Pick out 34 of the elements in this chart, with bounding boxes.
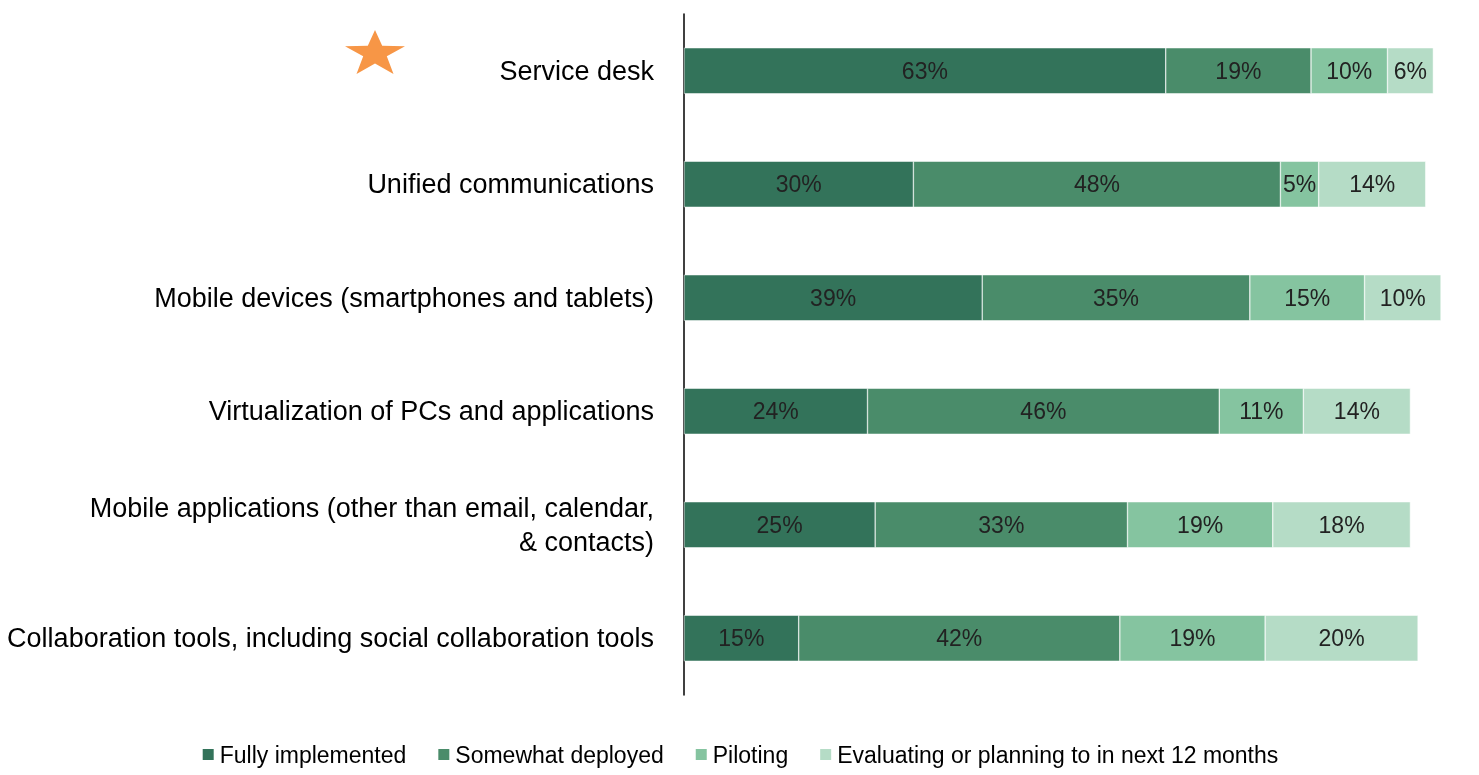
y-tick-label: Mobile devices (smartphones and tablets) [154,282,654,313]
data-label: 14% [1349,171,1396,198]
y-tick-label: Collaboration tools, including social collaboration tools [7,623,654,654]
data-label: 11% [1239,398,1284,425]
data-label: 39% [810,284,857,311]
y-tick-label: Virtualization of PCs and applications [208,396,654,427]
data-label: 63% [901,57,948,84]
data-label: 19% [1215,57,1262,84]
data-label: 15% [718,625,765,652]
data-label: 42% [936,625,983,652]
data-label: 25% [756,511,803,538]
data-label: 10% [1326,57,1373,84]
data-label: 5% [1282,171,1317,198]
legend-label: Somewhat deployed [455,741,664,768]
y-tick-label: Mobile applications (other than email, calendar, & contacts) [89,492,654,557]
legend-label: Evaluating or planning to in next 12 months [837,741,1279,768]
data-label: 6% [1393,57,1428,84]
y-tick-label: Unified communications [367,169,654,200]
data-label: 35% [1093,284,1140,311]
data-label: 14% [1333,398,1380,425]
y-tick-label: Service desk [499,55,655,86]
legend-label: Piloting [712,741,789,768]
data-label: 15% [1284,284,1331,311]
data-label: 10% [1379,284,1426,311]
data-label: 20% [1318,625,1365,652]
data-label: 48% [1073,171,1120,198]
data-label: 46% [1020,398,1067,425]
legend-label: Fully implemented [219,741,407,768]
data-label: 24% [752,398,799,425]
data-label: 30% [775,171,822,198]
data-label: 33% [978,511,1025,538]
data-label: 19% [1177,511,1224,538]
data-label: 18% [1318,511,1365,538]
data-label: 19% [1169,625,1216,652]
